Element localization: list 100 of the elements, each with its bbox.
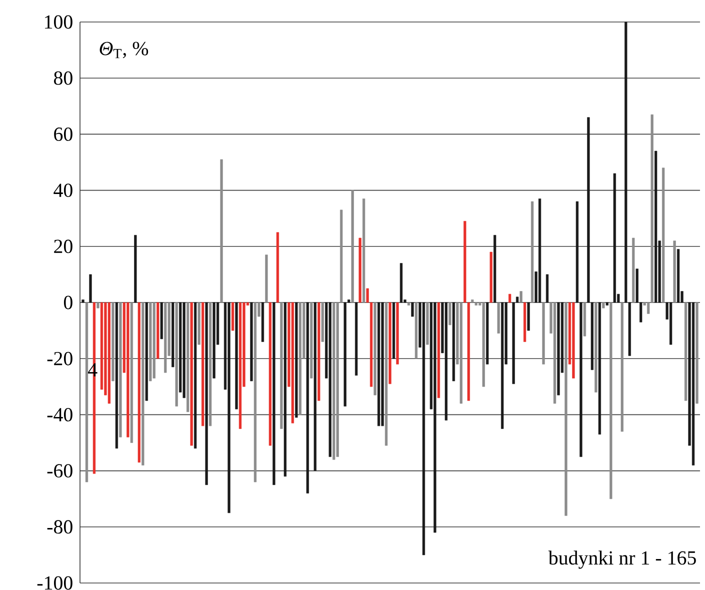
bar: [89, 274, 92, 303]
bar: [557, 302, 560, 396]
bar: [501, 302, 504, 429]
bar: [692, 302, 695, 466]
bar: [384, 302, 388, 446]
bar: [381, 302, 384, 426]
bar: [594, 302, 598, 392]
bar: [684, 302, 688, 401]
bar: [119, 302, 122, 438]
bar: [530, 201, 534, 303]
bar: [212, 302, 216, 378]
bar: [676, 249, 680, 303]
bar: [654, 150, 658, 303]
bar: [486, 302, 489, 364]
bar: [152, 302, 156, 378]
bar: [448, 302, 452, 326]
bar: [268, 302, 272, 446]
bar: [231, 302, 234, 331]
bar: [553, 302, 556, 404]
bar: [388, 302, 392, 384]
bar: [632, 238, 635, 303]
bar: [444, 302, 448, 420]
bar: [673, 240, 676, 303]
bar: [85, 302, 88, 482]
y-tick-label: 100: [45, 15, 72, 29]
bar: [538, 198, 542, 303]
bar: [82, 300, 84, 303]
bar: [546, 274, 549, 303]
bar: [261, 302, 264, 342]
bar: [194, 302, 197, 449]
bar: [460, 302, 462, 404]
bar: [295, 302, 298, 418]
y-tick-label: 60: [54, 127, 72, 141]
bar: [482, 302, 485, 387]
bar: [606, 302, 608, 306]
bar: [314, 302, 316, 471]
bar: [669, 302, 672, 345]
bar: [96, 302, 100, 308]
bar: [564, 302, 568, 516]
bar: [426, 302, 429, 345]
bar: [696, 302, 698, 404]
bar: [190, 302, 193, 446]
bar: [437, 302, 440, 398]
bar: [208, 302, 212, 426]
bar: [474, 302, 478, 306]
bar: [332, 302, 336, 460]
bar: [318, 302, 320, 401]
y-tick-label: 0: [64, 296, 72, 310]
bar: [620, 302, 624, 432]
bar: [112, 302, 114, 382]
bar: [134, 235, 137, 303]
bar: [201, 302, 204, 426]
bar: [235, 302, 238, 410]
bar: [602, 302, 605, 308]
bar: [160, 302, 163, 340]
bar: [108, 302, 111, 404]
bar: [400, 263, 403, 303]
bar: [138, 302, 140, 463]
bar: [452, 302, 455, 382]
bar: [583, 302, 586, 336]
bar: [520, 291, 522, 303]
bar: [598, 302, 601, 434]
bar: [130, 302, 133, 443]
bar: [610, 302, 612, 499]
bar: [254, 302, 257, 482]
bar: [164, 302, 167, 373]
bar: [321, 302, 324, 342]
bar: [198, 302, 200, 345]
bar: [272, 302, 276, 485]
bar: [149, 302, 152, 382]
y-tick-label: -80: [47, 520, 72, 534]
bar: [508, 294, 512, 303]
bar: [374, 302, 376, 396]
y-tick-label: -20: [47, 352, 72, 366]
bar: [344, 302, 346, 406]
bar: [250, 302, 253, 382]
bar: [358, 238, 362, 303]
bar: [527, 302, 530, 331]
y-axis-title: Θ$_{T}$, %: [100, 42, 148, 58]
bar: [280, 302, 283, 429]
bar: [471, 300, 474, 303]
y-tick-label: 80: [54, 71, 72, 85]
bar: [238, 302, 242, 429]
y-tick-label: -40: [47, 408, 72, 422]
bar: [291, 302, 294, 424]
y-tick-label: -60: [47, 464, 72, 478]
bar: [377, 302, 380, 426]
bar: [613, 173, 616, 303]
bar: [523, 302, 526, 342]
bar: [156, 302, 160, 359]
y-tick-label: 40: [54, 184, 72, 198]
bar: [220, 159, 223, 303]
bar: [115, 302, 118, 449]
bar: [414, 302, 418, 359]
bar: [306, 302, 309, 494]
bar: [542, 302, 545, 364]
bar: [422, 302, 426, 556]
bar: [355, 302, 358, 376]
bar: [662, 168, 665, 303]
bar: [392, 302, 396, 359]
